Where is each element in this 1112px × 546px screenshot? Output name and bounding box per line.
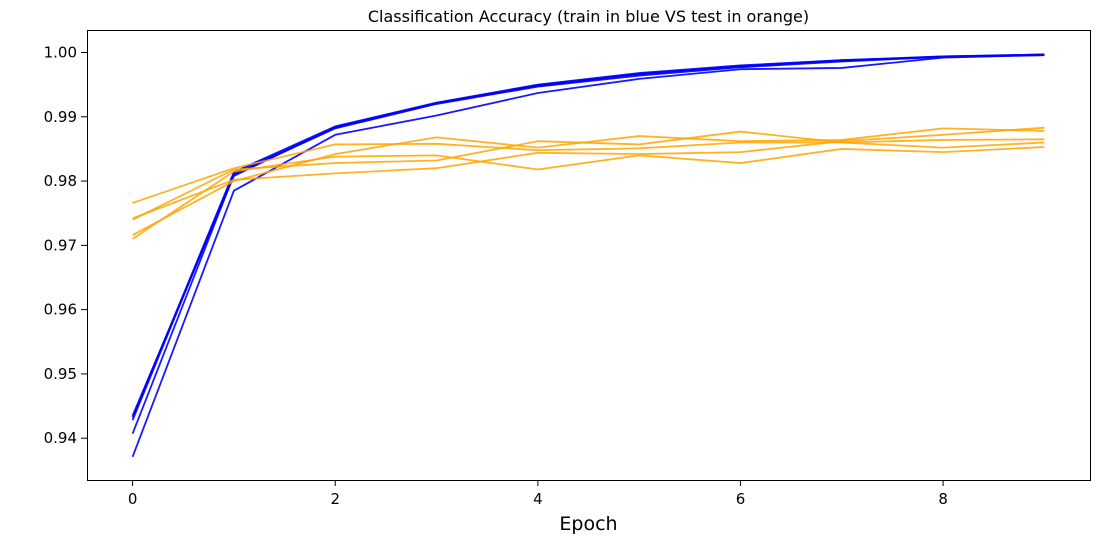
- plot-frame: [87, 30, 1091, 481]
- train-series-line-5: [131, 54, 1045, 417]
- x-tick-label: 2: [330, 490, 340, 508]
- plot-lines: [131, 53, 1045, 458]
- x-tick-label: 4: [533, 490, 543, 508]
- y-axis: 0.94 0.95 0.96 0.97 0.98 0.99 1.00: [44, 44, 87, 447]
- y-tick-label: 0.98: [44, 172, 77, 190]
- x-tick-label: 0: [128, 490, 138, 508]
- x-axis: 0 2 4 6 8: [128, 480, 948, 508]
- test-series-line-6: [132, 138, 1045, 204]
- y-tick-label: 0.97: [44, 236, 77, 254]
- x-tick-label: 6: [736, 490, 746, 508]
- y-tick-label: 0.99: [44, 108, 77, 126]
- train-series-line-4: [131, 53, 1045, 418]
- chart-title: Classification Accuracy (train in blue V…: [368, 7, 809, 26]
- train-series-line-3: [131, 54, 1045, 421]
- test-series-line-8: [132, 127, 1045, 236]
- train-series-line-2: [131, 53, 1045, 435]
- x-axis-label: Epoch: [559, 513, 617, 535]
- y-tick-label: 0.96: [44, 301, 77, 319]
- test-series-line-10: [132, 126, 1045, 220]
- y-tick-label: 0.95: [44, 365, 77, 383]
- x-tick-label: 8: [938, 490, 948, 508]
- train-series-line-1: [131, 54, 1045, 458]
- test-series-line-7: [132, 130, 1045, 221]
- y-tick-label: 1.00: [44, 44, 77, 62]
- y-tick-label: 0.94: [44, 429, 77, 447]
- test-series-line-9: [132, 146, 1045, 240]
